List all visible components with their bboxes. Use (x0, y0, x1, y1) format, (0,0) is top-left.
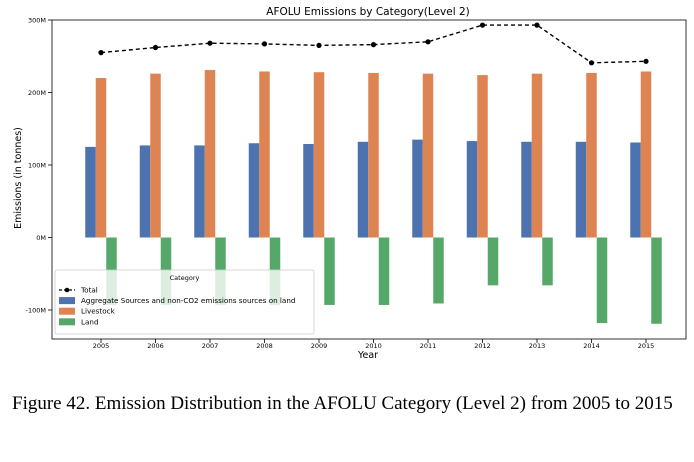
bar-land-2011 (433, 237, 444, 304)
bar-land-2012 (487, 237, 499, 286)
total-point-2008 (261, 41, 268, 47)
legend-marker-total (64, 287, 70, 293)
bar-livestock-2008 (259, 71, 270, 238)
x-tick-label-2010: 2010 (365, 342, 382, 350)
bar-livestock-2007 (204, 70, 216, 238)
x-tick-label-2007: 2007 (202, 342, 219, 350)
bar-aggregate-2007 (194, 145, 205, 238)
legend-label-total: Total (80, 286, 98, 295)
bar-aggregate-2012 (466, 141, 478, 238)
bar-livestock-2011 (422, 73, 434, 238)
total-line-layer (98, 22, 649, 66)
bar-livestock-2009 (313, 72, 325, 238)
x-tick-label-2014: 2014 (583, 342, 600, 350)
bar-aggregate-2006 (139, 145, 151, 238)
legend-label-livestock: Livestock (81, 307, 116, 316)
bar-land-2009 (324, 237, 335, 305)
emissions-chart: AFOLU Emissions by Category(Level 2) Emi… (13, 6, 687, 361)
bar-aggregate-2010 (357, 141, 369, 238)
bar-livestock-2014 (586, 72, 597, 238)
total-point-2009 (316, 42, 322, 49)
total-line (100, 24, 647, 64)
bar-livestock-2006 (150, 73, 161, 238)
y-tick-label-300M: 300M (28, 17, 46, 25)
bar-land-2013 (542, 237, 553, 286)
chart-title: AFOLU Emissions by Category(Level 2) (266, 6, 469, 18)
total-point-2010 (370, 42, 377, 48)
bar-livestock-2012 (477, 75, 488, 238)
y-tick-label-0M: 0M (36, 234, 46, 242)
bar-aggregate-2008 (248, 143, 260, 238)
plot-frame (51, 19, 687, 340)
total-point-2012 (479, 22, 486, 28)
total-point-2011 (425, 39, 431, 45)
y-tick-label--100M: -100M (26, 307, 46, 315)
bar-aggregate-2015 (630, 142, 641, 238)
total-point-2007 (207, 40, 213, 46)
y-tick-label-100M: 100M (28, 162, 46, 170)
x-axis-label: Year (357, 350, 378, 361)
bar-aggregate-2013 (521, 141, 532, 238)
bar-livestock-2005 (95, 78, 107, 238)
bar-livestock-2013 (531, 73, 543, 238)
bar-land-2010 (378, 237, 390, 305)
bar-aggregate-2005 (85, 146, 96, 238)
legend-box (54, 269, 315, 335)
x-tick-label-2006: 2006 (147, 342, 164, 350)
figure-caption: Figure 42. Emission Distribution in the … (12, 393, 673, 414)
legend-swatch-aggregate (59, 297, 75, 305)
x-tick-label-2013: 2013 (529, 342, 546, 350)
x-tick-label-2005: 2005 (93, 342, 110, 350)
x-tick-label-2011: 2011 (420, 342, 437, 350)
total-point-2015 (643, 58, 649, 64)
bar-aggregate-2009 (303, 143, 314, 238)
total-point-2013 (534, 22, 540, 28)
legend-label-aggregate: Aggregate Sources and non-CO2 emissions … (81, 296, 295, 305)
legend-title: Category (170, 274, 200, 282)
x-tick-label-2015: 2015 (638, 342, 655, 350)
total-point-2014 (588, 60, 595, 66)
legend-swatch-land (59, 318, 75, 326)
x-tick-label-2009: 2009 (311, 342, 328, 350)
total-point-2006 (152, 44, 159, 51)
bar-aggregate-2011 (412, 139, 423, 238)
bar-livestock-2010 (368, 72, 379, 238)
legend-swatch-livestock (59, 307, 75, 315)
bar-land-2015 (651, 237, 662, 324)
bars-layer (85, 70, 662, 324)
bar-livestock-2015 (640, 71, 652, 238)
x-tick-label-2008: 2008 (256, 342, 273, 350)
axes-layer: -100M 0M 100M 200M 300M 2005 2006 2007 2008 2009 2… (26, 17, 687, 350)
y-tick-label-200M: 200M (28, 89, 46, 97)
legend-label-land: Land (81, 317, 99, 326)
total-point-2005 (98, 50, 104, 56)
bar-land-2014 (596, 237, 608, 324)
bar-aggregate-2014 (575, 141, 587, 238)
x-tick-label-2012: 2012 (474, 342, 491, 350)
y-axis-label: Emissions (in tonnes) (13, 127, 24, 229)
